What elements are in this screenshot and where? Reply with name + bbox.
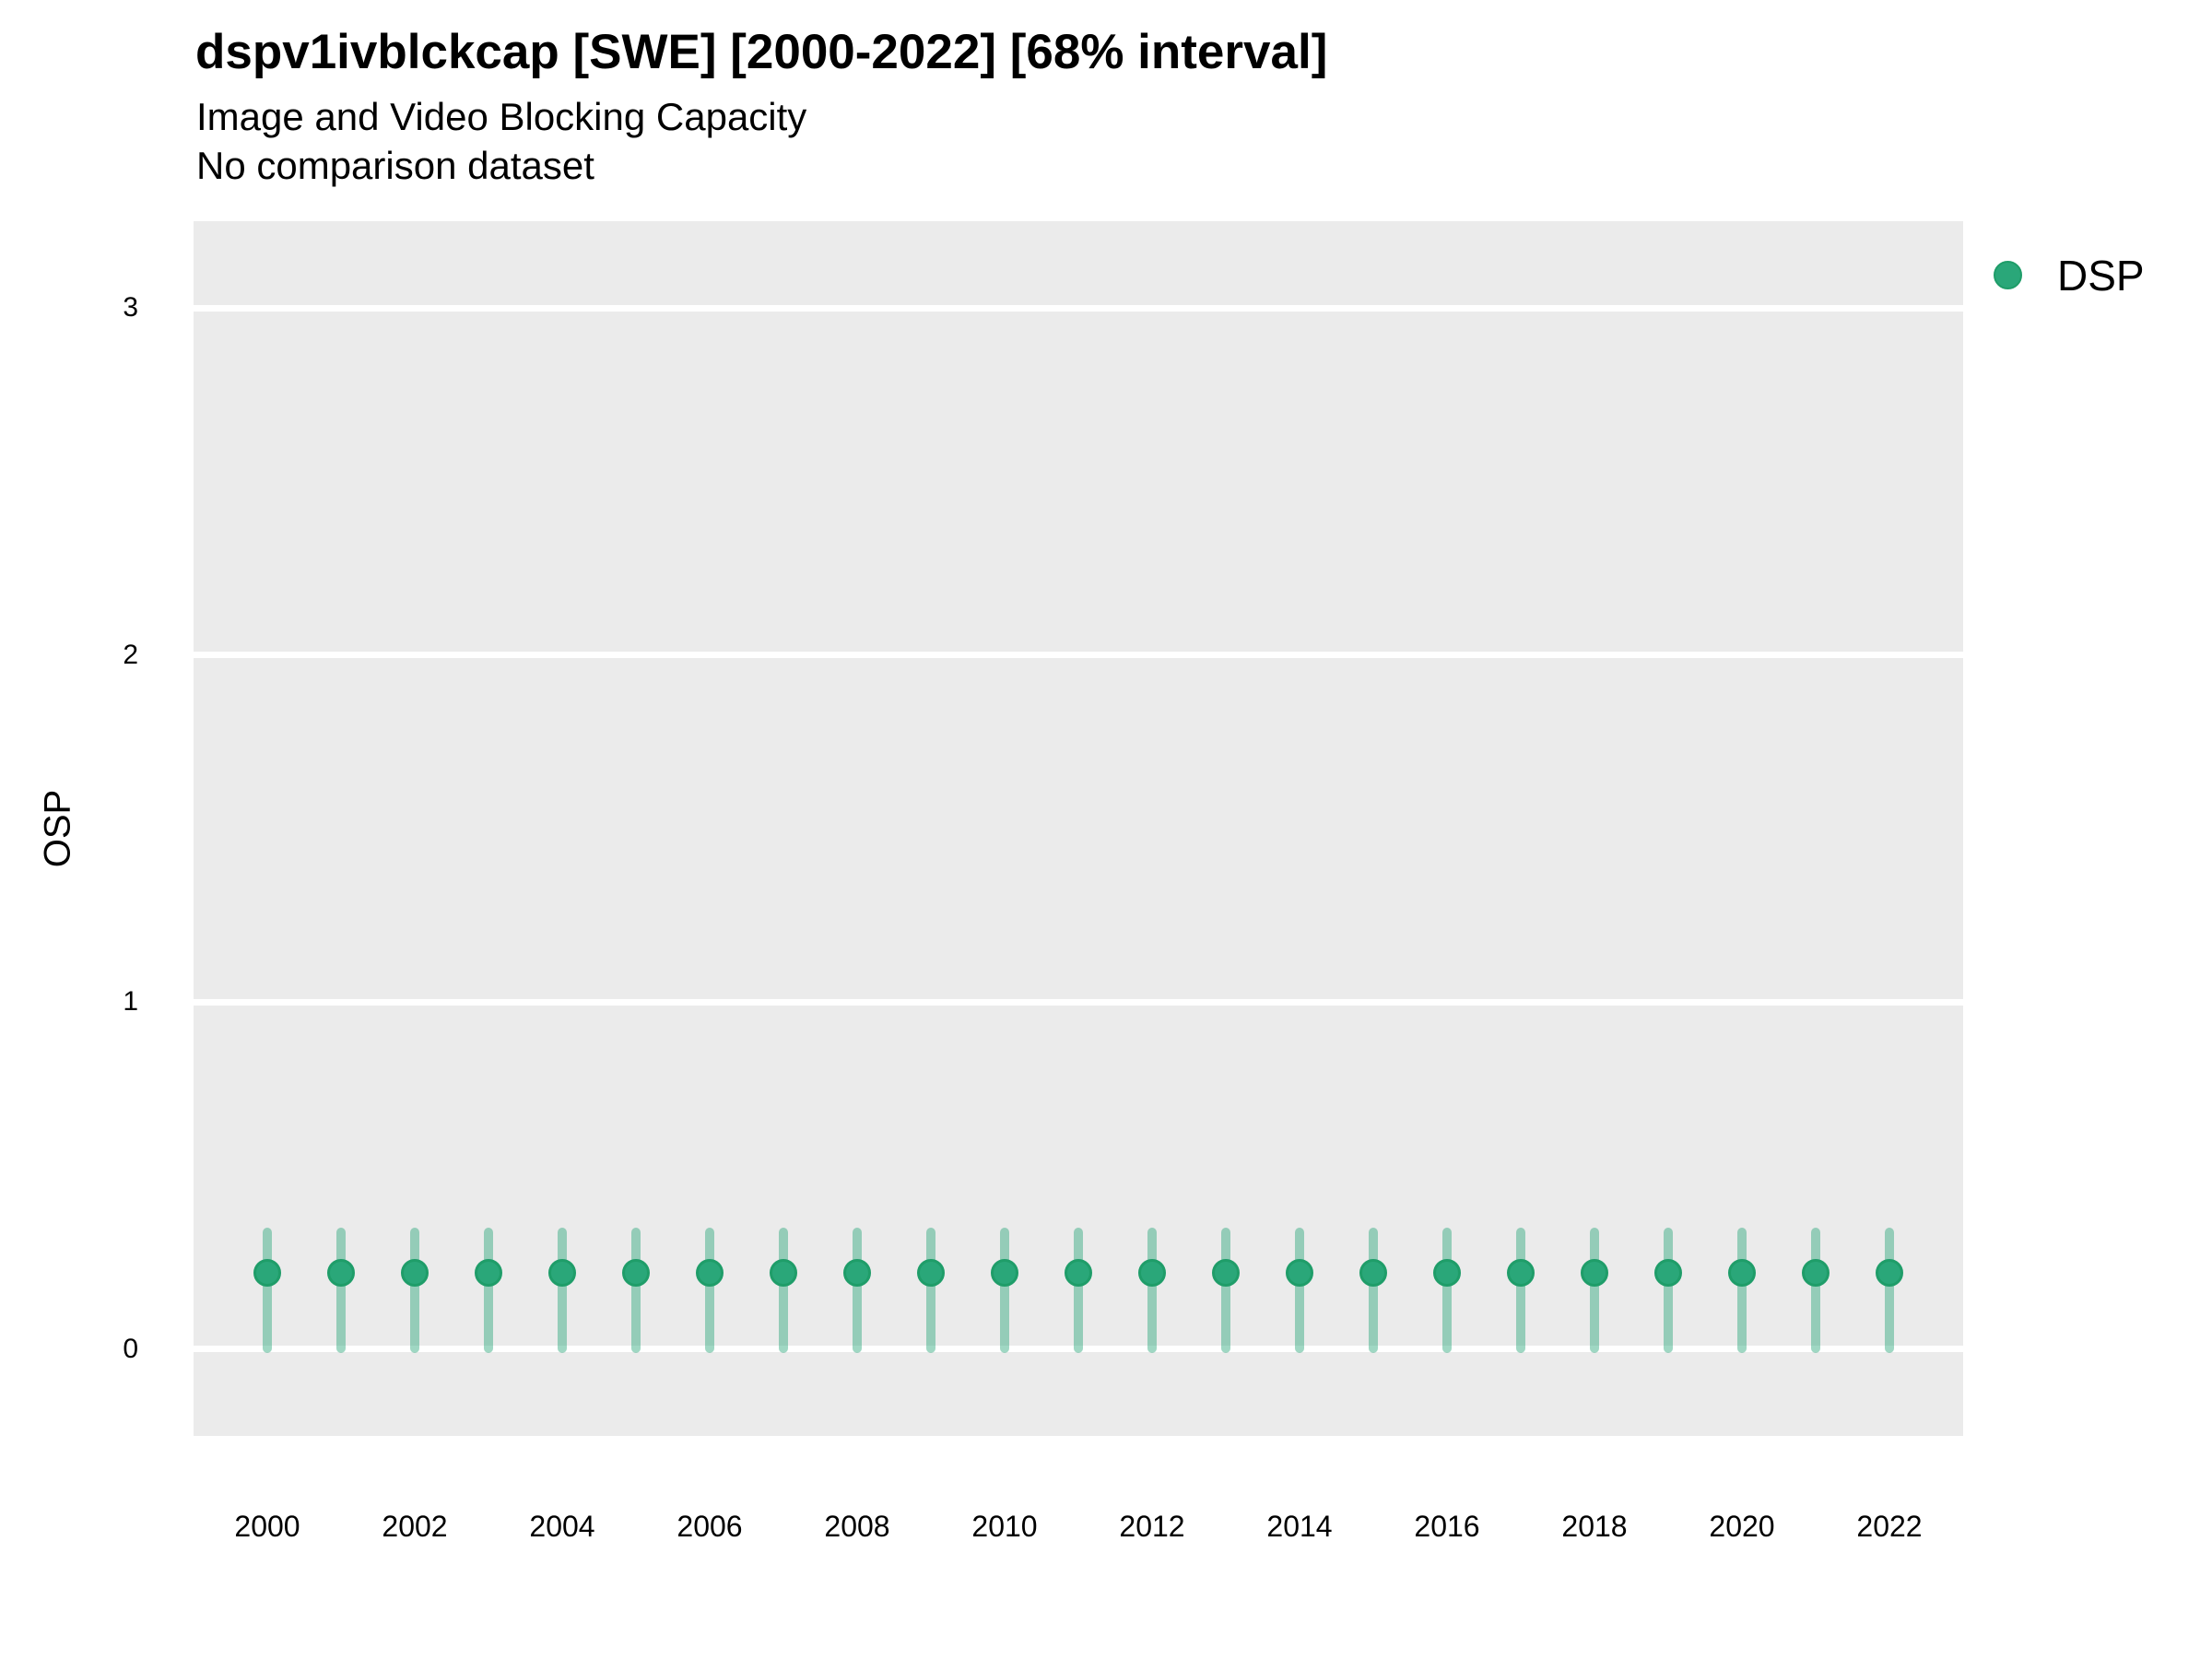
y-axis-title: OSP [37,789,78,868]
legend-marker-icon [1994,261,2022,289]
data-point [843,1259,871,1287]
gridline-y-0 [194,1346,1963,1353]
gridline-y-2 [194,652,1963,659]
y-tick-label: 3 [123,292,138,324]
x-tick-label: 2004 [529,1510,595,1543]
data-point [770,1259,797,1287]
y-tick-label: 1 [123,986,138,1018]
error-bar [558,1228,567,1353]
data-point [475,1259,502,1287]
error-bar [1664,1228,1673,1353]
error-bar [1811,1228,1820,1353]
error-bar [1000,1228,1009,1353]
chart-subtitle: Image and Video Blocking Capacity [196,95,807,138]
data-point [1065,1259,1092,1287]
error-bar [1369,1228,1378,1353]
error-bar [779,1228,788,1353]
x-tick-label: 2002 [382,1510,448,1543]
chart-title: dspv1ivblckcap [SWE] [2000-2022] [68% in… [195,25,1328,79]
data-point [548,1259,576,1287]
error-bar [1885,1228,1894,1353]
data-point [327,1259,355,1287]
error-bar [926,1228,935,1353]
data-point [991,1259,1018,1287]
x-tick-label: 2012 [1119,1510,1185,1543]
data-point [1359,1259,1387,1287]
x-tick-label: 2022 [1856,1510,1923,1543]
data-point [253,1259,281,1287]
data-point [1802,1259,1830,1287]
x-tick-label: 2016 [1414,1510,1480,1543]
data-point [917,1259,945,1287]
error-bar [1074,1228,1083,1353]
x-tick-label: 2020 [1709,1510,1775,1543]
data-point [1876,1259,1903,1287]
error-bar [263,1228,272,1353]
y-tick-label: 2 [123,639,138,670]
error-bar [1221,1228,1230,1353]
data-point [1212,1259,1240,1287]
x-tick-label: 2000 [234,1510,300,1543]
error-bar [336,1228,346,1353]
plot-panel [194,221,1963,1436]
error-bar [1737,1228,1747,1353]
x-tick-label: 2010 [971,1510,1038,1543]
error-bar [1516,1228,1525,1353]
error-bar [853,1228,862,1353]
data-point [1433,1259,1461,1287]
data-point [696,1259,724,1287]
data-point [1728,1259,1756,1287]
error-bar [705,1228,714,1353]
error-bar [1295,1228,1304,1353]
data-point [1286,1259,1313,1287]
chart-note: No comparison dataset [196,144,594,187]
data-point [401,1259,429,1287]
gridline-y-1 [194,998,1963,1006]
x-tick-label: 2008 [824,1510,890,1543]
x-tick-label: 2018 [1561,1510,1628,1543]
error-bar [1147,1228,1157,1353]
legend-label: DSP [2057,252,2145,300]
error-bar [1590,1228,1599,1353]
gridline-y-3 [194,304,1963,312]
data-point [1654,1259,1682,1287]
y-tick-label: 0 [123,1333,138,1364]
error-bar [1442,1228,1452,1353]
error-bar [410,1228,419,1353]
data-point [1581,1259,1608,1287]
x-tick-label: 2006 [677,1510,743,1543]
x-tick-label: 2014 [1266,1510,1333,1543]
data-point [622,1259,650,1287]
data-point [1138,1259,1166,1287]
error-bar [484,1228,493,1353]
error-bar [631,1228,641,1353]
data-point [1507,1259,1535,1287]
